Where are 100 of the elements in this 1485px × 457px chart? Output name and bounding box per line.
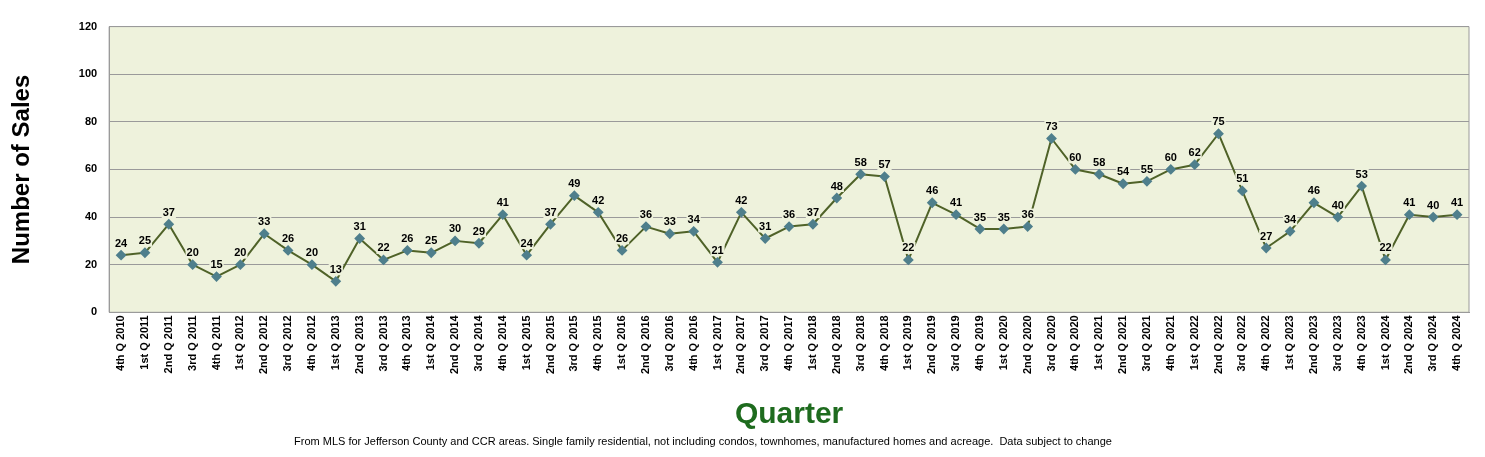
- data-label: 75: [1212, 115, 1225, 128]
- data-label: 60: [1164, 150, 1177, 163]
- x-tick-label: 1st Q 2024: [1378, 314, 1391, 371]
- x-tick-label: 3rd Q 2018: [853, 315, 866, 372]
- data-label: 20: [234, 246, 247, 259]
- x-tick-label: 1st Q 2020: [996, 315, 1009, 371]
- x-tick-label: 2nd Q 2011: [161, 315, 174, 374]
- y-axis-title: Number of Sales: [7, 74, 35, 265]
- x-tick-label: 1st Q 2017: [710, 315, 723, 371]
- data-label: 36: [1021, 208, 1034, 221]
- data-label: 25: [138, 234, 152, 247]
- data-label: 15: [210, 258, 223, 271]
- data-label: 36: [782, 208, 796, 221]
- data-label: 41: [949, 196, 963, 209]
- x-tick-label: 2nd Q 2024: [1402, 314, 1415, 375]
- data-label: 26: [281, 231, 295, 244]
- x-tick-label: 3rd Q 2011: [185, 315, 198, 371]
- data-label: 37: [806, 205, 820, 218]
- data-label: 33: [258, 215, 271, 228]
- x-tick-label: 2nd Q 2023: [1306, 315, 1319, 375]
- data-label: 27: [1260, 229, 1273, 242]
- data-label: 35: [997, 210, 1010, 223]
- x-tick-label: 2nd Q 2020: [1020, 315, 1033, 375]
- x-tick-label: 4th Q 2011: [209, 315, 222, 371]
- x-tick-label: 2nd Q 2014: [448, 314, 461, 375]
- x-tick-label: 4th Q 2014: [495, 314, 508, 371]
- x-tick-label: 2nd Q 2021: [1116, 315, 1129, 375]
- data-label: 37: [544, 205, 557, 218]
- y-tick-label: 120: [78, 19, 98, 32]
- x-tick-label: 2nd Q 2019: [925, 315, 938, 375]
- data-label: 13: [329, 262, 342, 275]
- x-axis-title: Quarter: [734, 396, 844, 430]
- data-label: 22: [1379, 241, 1392, 254]
- x-tick-label: 4th Q 2010: [114, 315, 127, 371]
- data-label: 20: [305, 246, 319, 259]
- data-label: 37: [162, 205, 175, 218]
- x-tick-label: 3rd Q 2022: [1235, 315, 1248, 372]
- x-tick-label: 1st Q 2021: [1092, 315, 1105, 371]
- x-tick-label: 1st Q 2022: [1187, 315, 1200, 371]
- x-tick-label: 4th Q 2015: [591, 315, 604, 371]
- x-tick-label: 4th Q 2012: [304, 315, 317, 371]
- x-tick-label: 3rd Q 2020: [1044, 315, 1057, 372]
- x-tick-label: 2nd Q 2018: [829, 315, 842, 375]
- x-tick-label: 2nd Q 2022: [1211, 315, 1224, 375]
- x-tick-label: 3rd Q 2013: [376, 315, 389, 372]
- data-label: 30: [448, 222, 462, 235]
- x-tick-label: 3rd Q 2024: [1426, 314, 1439, 372]
- x-tick-label: 3rd Q 2015: [567, 315, 580, 372]
- x-tick-label: 1st Q 2016: [615, 315, 628, 371]
- data-label: 24: [114, 236, 129, 249]
- x-tick-label: 4th Q 2013: [400, 315, 413, 371]
- data-label: 54: [1116, 165, 1131, 178]
- data-label: 60: [1069, 150, 1082, 163]
- data-label: 21: [711, 243, 724, 256]
- x-tick-label: 1st Q 2013: [328, 315, 341, 371]
- x-tick-label: 1st Q 2023: [1283, 315, 1296, 371]
- data-label: 49: [568, 177, 581, 190]
- data-label: 34: [687, 212, 701, 225]
- x-tick-label: 3rd Q 2017: [758, 315, 771, 372]
- x-tick-label: 4th Q 2022: [1259, 315, 1272, 371]
- data-label: 62: [1188, 146, 1201, 159]
- y-tick-label: 0: [91, 305, 98, 318]
- data-label: 40: [1331, 198, 1344, 211]
- data-label: 73: [1045, 120, 1058, 133]
- data-label: 34: [1283, 212, 1298, 225]
- data-label: 53: [1355, 167, 1368, 180]
- data-label: 41: [1403, 196, 1416, 209]
- x-tick-label: 4th Q 2023: [1354, 315, 1367, 371]
- x-tick-label: 1st Q 2019: [901, 315, 914, 371]
- data-label: 42: [735, 193, 748, 206]
- data-label: 22: [377, 241, 390, 254]
- x-tick-label: 2nd Q 2017: [734, 315, 747, 375]
- data-label: 40: [1427, 198, 1440, 211]
- y-tick-label: 40: [84, 210, 98, 223]
- data-label: 58: [1093, 155, 1106, 168]
- data-label: 42: [592, 193, 605, 206]
- x-tick-label: 4th Q 2018: [877, 315, 890, 371]
- x-tick-label: 4th Q 2016: [686, 315, 699, 371]
- x-tick-label: 3rd Q 2014: [471, 314, 484, 372]
- x-tick-label: 4th Q 2019: [972, 315, 985, 371]
- data-label: 48: [830, 179, 843, 192]
- data-label: 20: [186, 246, 199, 259]
- data-label: 57: [878, 158, 891, 171]
- x-tick-label: 1st Q 2014: [424, 314, 437, 371]
- x-tick-label: 3rd Q 2016: [662, 315, 675, 372]
- data-label: 31: [759, 220, 772, 233]
- data-label: 29: [472, 224, 486, 237]
- data-label: 26: [615, 231, 629, 244]
- x-tick-label: 2nd Q 2016: [638, 315, 651, 375]
- data-label: 41: [1450, 196, 1464, 209]
- x-tick-label: 3rd Q 2012: [281, 315, 294, 372]
- x-tick-label: 1st Q 2015: [519, 315, 532, 371]
- data-label: 26: [401, 231, 414, 244]
- data-label: 46: [1307, 184, 1321, 197]
- data-label: 41: [496, 196, 509, 209]
- x-tick-label: 3rd Q 2023: [1330, 315, 1343, 372]
- y-tick-label: 60: [84, 162, 98, 175]
- data-label: 25: [425, 234, 438, 247]
- x-tick-label: 4th Q 2017: [782, 315, 795, 371]
- x-tick-label: 2nd Q 2015: [543, 315, 556, 375]
